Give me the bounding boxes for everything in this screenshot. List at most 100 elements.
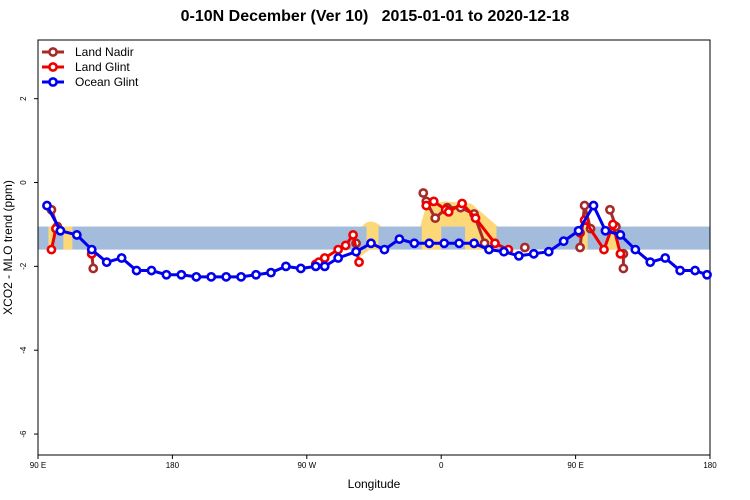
land-patch-6: [606, 226, 618, 250]
data-point-ocean-glint: [319, 261, 330, 272]
y-axis-title: XCO2 - MLO trend (ppm): [1, 180, 15, 315]
land-protrusion-africa-america: [362, 221, 382, 227]
axes: 90 E 180 90 W 0 90 E 180 2 0 -2 -4 -6 Longitude XCO2…: [1, 39, 717, 491]
data-point-ocean-glint: [379, 244, 390, 255]
data-point-ocean-glint: [310, 261, 321, 272]
data-point-ocean-glint: [675, 265, 686, 276]
data-point-ocean-glint: [630, 244, 641, 255]
legend-marker-land-glint: [48, 62, 58, 72]
data-point-ocean-glint: [588, 200, 599, 211]
land-patch-0: [48, 226, 53, 250]
data-point-land-nadir: [579, 200, 590, 211]
data-point-ocean-glint: [558, 236, 569, 247]
x-tick-label: 0: [439, 461, 444, 470]
data-point-ocean-glint: [101, 257, 112, 268]
data-point-land-glint: [428, 196, 439, 207]
series-ocean-glint: [42, 200, 712, 282]
data-point-land-glint: [46, 244, 57, 255]
data-point-ocean-glint: [176, 269, 187, 280]
data-point-ocean-glint: [513, 250, 524, 261]
data-point-ocean-glint: [409, 238, 420, 249]
data-point-ocean-glint: [645, 257, 656, 268]
data-point-land-nadir: [418, 188, 429, 198]
data-point-ocean-glint: [615, 230, 626, 240]
data-point-ocean-glint: [702, 269, 712, 280]
data-point-ocean-glint: [206, 271, 217, 282]
data-point-ocean-glint: [600, 225, 611, 236]
data-point-ocean-glint: [251, 269, 261, 280]
legend-label-land-nadir: Land Nadir: [75, 45, 134, 59]
data-point-land-glint: [421, 200, 432, 211]
data-point-land-nadir: [618, 263, 629, 274]
data-point-land-glint: [615, 248, 626, 259]
series-layer: [42, 188, 712, 282]
y-tick-label: -4: [19, 346, 28, 354]
data-point-ocean-glint: [161, 269, 172, 280]
series-line-ocean-glint: [45, 204, 708, 279]
data-point-ocean-glint: [469, 238, 479, 249]
chart-title: 0-10N December (Ver 10) 2015-01-01 to 20…: [180, 8, 570, 25]
y-tick-label: -6: [19, 430, 28, 438]
data-point-ocean-glint: [71, 230, 82, 240]
data-point-ocean-glint: [690, 265, 700, 276]
legend-label-land-glint: Land Glint: [75, 60, 130, 74]
data-point-land-nadir: [430, 213, 441, 224]
data-point-land-glint: [319, 253, 330, 263]
data-point-ocean-glint: [499, 246, 509, 257]
data-point-ocean-glint: [116, 253, 127, 263]
land-patch-1: [63, 226, 73, 250]
legend-marker-ocean-glint: [48, 77, 58, 87]
x-tick-label: 180: [166, 461, 180, 470]
data-point-ocean-glint: [439, 238, 450, 249]
data-point-ocean-glint: [484, 244, 494, 255]
data-point-land-glint: [608, 219, 618, 230]
data-point-ocean-glint: [191, 271, 202, 282]
data-point-ocean-glint: [131, 265, 142, 276]
x-tick-label: 90 E: [30, 461, 46, 470]
x-axis-title: Longitude: [348, 477, 401, 491]
land-patch-2: [366, 226, 379, 250]
land-patch-5: [580, 226, 588, 250]
data-point-land-glint: [348, 230, 358, 240]
data-point-land-glint: [599, 244, 609, 255]
data-point-ocean-glint: [454, 238, 465, 249]
data-point-land-glint: [354, 257, 364, 268]
plot-frame: [37, 39, 711, 456]
data-point-ocean-glint: [266, 267, 276, 278]
data-point-ocean-glint: [424, 238, 435, 249]
data-point-land-nadir: [575, 242, 585, 253]
data-point-ocean-glint: [366, 238, 376, 249]
data-point-ocean-glint: [543, 246, 554, 257]
x-tick-label: 180: [703, 461, 717, 470]
data-point-ocean-glint: [660, 253, 671, 263]
data-point-land-nadir: [88, 263, 99, 274]
y-tick-label: 2: [19, 96, 28, 101]
data-point-ocean-glint: [236, 271, 246, 282]
data-point-land-nadir: [519, 242, 530, 253]
x-tick-label: 90 W: [297, 461, 316, 470]
data-point-ocean-glint: [528, 248, 539, 259]
y-tick-label: 0: [19, 180, 28, 185]
data-point-ocean-glint: [55, 225, 66, 236]
legend-label-ocean-glint: Ocean Glint: [75, 75, 139, 89]
data-point-ocean-glint: [280, 261, 291, 272]
data-point-ocean-glint: [351, 246, 361, 257]
data-point-ocean-glint: [221, 271, 232, 282]
data-point-ocean-glint: [295, 263, 306, 274]
data-point-ocean-glint: [333, 253, 344, 263]
data-point-ocean-glint: [573, 225, 584, 236]
x-tick-label: 90 E: [567, 461, 583, 470]
data-point-land-glint: [333, 244, 344, 255]
data-point-ocean-glint: [394, 234, 405, 245]
data-point-land-glint: [470, 213, 481, 224]
data-point-land-glint: [457, 198, 468, 209]
data-point-land-glint: [443, 206, 454, 217]
legend-marker-land-nadir: [48, 47, 58, 57]
data-point-land-glint: [340, 240, 351, 251]
data-point-ocean-glint: [146, 265, 157, 276]
y-tick-label: -2: [19, 262, 28, 270]
data-point-land-glint: [490, 238, 500, 249]
data-point-ocean-glint: [86, 244, 97, 255]
